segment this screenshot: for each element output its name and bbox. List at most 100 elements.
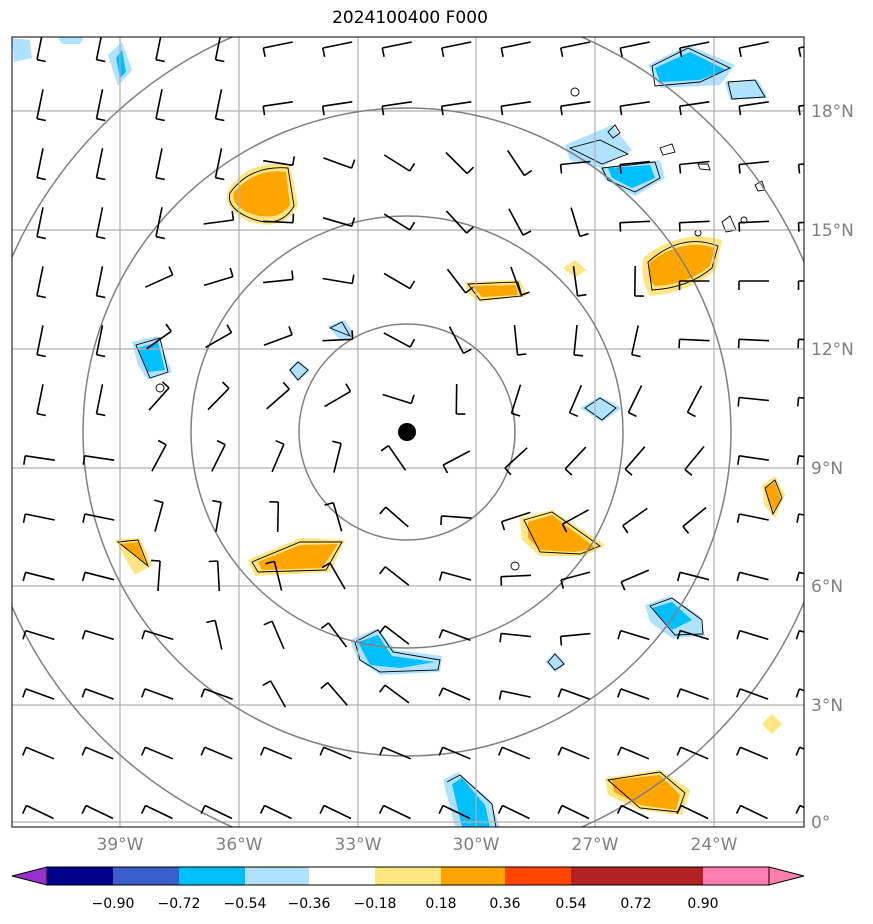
wind-barb-feather [676,630,681,640]
negative-patch [580,396,622,422]
wind-barb-feather [564,468,573,476]
wind-barb [564,446,587,470]
wind-barb-feather [215,58,225,63]
wind-barb [26,804,54,820]
wind-barb-feather [559,636,563,646]
wind-barb-feather [36,412,46,417]
wind-barb-feather [319,746,325,756]
wind-barb-feather [500,47,504,57]
wind-barb-feather [438,571,443,581]
wind-barb-feather [140,805,147,814]
wind-barb [446,268,467,294]
lat-label: 12°N [811,340,854,360]
colorbar-segment [179,867,245,885]
wind-barb-feather [795,805,801,814]
wind-barb-feather [262,680,271,687]
wind-barb [739,688,769,700]
wind-barb-feather [96,235,106,240]
wind-barb-feather [409,280,416,290]
wind-barb [36,89,44,119]
wind-barb [203,219,234,225]
wind-barb [684,445,705,471]
wind-barb-feather [736,513,741,523]
wind-barb-feather [351,217,356,227]
wind-barb [385,506,409,528]
wind-barb-feather [36,235,46,240]
colorbar-tick-label: 0.36 [489,896,520,912]
wind-barbs [21,37,804,820]
wind-barb [382,746,412,760]
wind-barb-feather [151,559,161,562]
wind-barb-feather [155,117,165,122]
wind-barb [144,629,174,641]
lon-label: 30°W [453,835,500,855]
wind-barb [95,148,104,178]
lat-label: 9°N [811,459,843,479]
wind-barb [263,101,293,107]
positive-patch [648,245,715,286]
wind-barb-feather [259,746,265,756]
negative-patch [655,52,726,82]
wind-barb-feather [504,467,512,476]
wind-barb [155,37,162,60]
lat-label: 3°N [811,696,843,716]
wind-barb-feather [735,805,742,814]
wind-barb [560,101,591,107]
wind-barb [204,688,233,700]
wind-barb [501,632,531,638]
wind-barb-feather [616,746,622,756]
wind-barb-feather [22,513,27,523]
wind-barb-feather [797,106,801,116]
wind-barb [383,804,411,820]
wind-barb [739,513,769,521]
wind-barb [322,217,353,227]
wind-barb [620,629,650,641]
wind-barb-feather [96,353,106,358]
colorbar-extend-high [768,866,805,886]
wind-barb-feather [619,164,622,174]
wind-barb-feather [324,501,334,506]
wind-barb-feather [679,47,683,57]
wind-barb [214,620,223,650]
wind-barb [145,804,173,820]
wind-barb [95,37,102,60]
wind-barb-feather [522,230,532,236]
wind-barb [631,325,639,355]
wind-barb [263,159,293,167]
wind-barb-feather [409,338,416,348]
wind-barb-feather [631,353,641,358]
wind-barb-feather [738,164,741,174]
wind-barb-feather [560,47,564,57]
wind-barb-feather [96,58,106,63]
wind-barb-feather [735,746,741,756]
wind-barb [276,501,280,533]
wind-barb [214,37,221,60]
wind-barb-feather [381,47,385,57]
wind-barb-feather [262,47,266,57]
wind-barb-feather [322,47,326,57]
wind-barb-feather [440,106,444,116]
wind-barb [620,688,650,700]
wind-barb-feather [36,58,46,63]
wind-barb-feather [155,58,165,63]
wind-barb [679,41,710,49]
wind-barb-feather [561,523,568,533]
wind-barb-feather [165,323,172,332]
wind-barb [203,275,234,287]
colorbar-extend-low [11,866,48,886]
wind-barb-feather [320,622,329,630]
wind-barb-feather [497,746,503,756]
colorbar-segment [636,867,703,885]
wind-barb-feather [379,566,386,575]
wind-barb-feather [141,630,146,640]
wind-barb-feather [208,560,218,563]
wind-barb-feather [282,381,290,390]
colorbar-tick-label: −0.72 [158,896,201,912]
wind-barb [686,385,703,413]
wind-barb-feather [616,805,623,814]
wind-barb-feather [557,688,563,698]
wind-barb [798,629,804,633]
wind-barb-feather [684,468,693,476]
wind-barb [382,393,412,405]
wind-barb-feather [736,688,741,698]
